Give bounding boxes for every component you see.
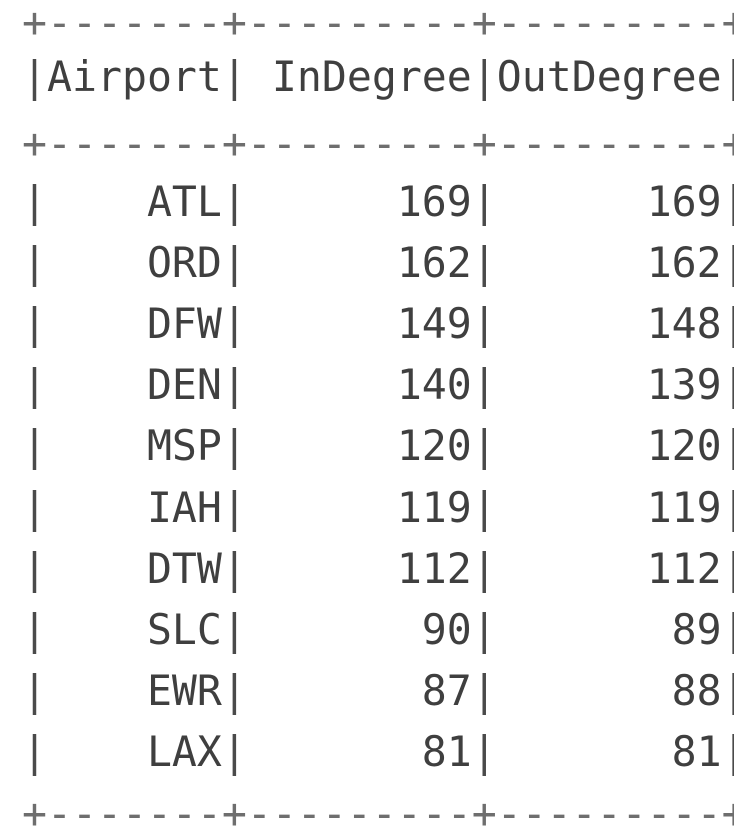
cell-outdegree: 119	[496, 482, 722, 532]
cell-airport: EWR	[47, 665, 222, 715]
table-row: | DTW| 112| 112|	[22, 547, 734, 590]
column-divider: |	[221, 360, 247, 410]
table-row: | SLC| 90| 89|	[22, 608, 734, 651]
column-divider: |	[22, 177, 47, 226]
cell-outdegree: 162	[496, 238, 722, 288]
cell-airport: ORD	[47, 238, 222, 288]
column-divider: |	[722, 483, 734, 532]
column-divider: |	[722, 52, 734, 101]
column-divider: |	[221, 299, 247, 349]
cell-airport: DTW	[47, 543, 222, 593]
column-divider: |	[22, 360, 47, 410]
cell-airport: DEN	[47, 360, 222, 410]
table-header-row: |Airport| InDegree|OutDegree|	[22, 56, 734, 98]
column-divider: |	[471, 52, 497, 101]
table-row: | DEN| 140| 139|	[22, 364, 734, 406]
column-divider: |	[22, 238, 47, 288]
cell-outdegree: 112	[496, 543, 722, 593]
cell-indegree: 169	[246, 177, 472, 226]
column-divider: |	[471, 482, 497, 532]
column-divider: |	[221, 177, 247, 226]
cell-airport: IAH	[47, 482, 222, 532]
cell-outdegree: 89	[496, 604, 722, 654]
column-divider: |	[471, 299, 497, 349]
cell-outdegree: 81	[496, 726, 722, 776]
column-divider: |	[722, 544, 734, 593]
cell-indegree: 119	[246, 482, 472, 532]
cell-indegree: 87	[246, 665, 472, 715]
cell-airport: DFW	[47, 299, 222, 349]
header-cell-indegree: InDegree	[246, 52, 472, 101]
cell-airport: ATL	[47, 177, 222, 226]
cell-indegree: 112	[246, 543, 472, 593]
column-divider: |	[722, 421, 734, 470]
column-divider: |	[471, 543, 497, 593]
column-divider: |	[221, 726, 247, 776]
column-divider: |	[221, 665, 247, 715]
cell-outdegree: 148	[496, 299, 722, 349]
cell-indegree: 162	[246, 238, 472, 288]
column-divider: |	[22, 52, 47, 101]
column-divider: |	[722, 299, 734, 348]
table-row: | ATL| 169| 169|	[22, 181, 734, 223]
cell-indegree: 81	[246, 726, 472, 776]
column-divider: |	[722, 238, 734, 287]
cell-outdegree: 120	[496, 421, 722, 471]
table-row: | EWR| 87| 88|	[22, 670, 734, 712]
column-divider: |	[221, 482, 247, 532]
cell-airport: MSP	[47, 421, 222, 471]
cell-indegree: 140	[246, 360, 472, 410]
table-row: | DFW| 149| 148|	[22, 303, 734, 345]
cell-airport: LAX	[47, 726, 222, 776]
cell-outdegree: 88	[496, 665, 722, 715]
column-divider: |	[471, 726, 497, 776]
column-divider: |	[221, 52, 247, 101]
table-row: | ORD| 162| 162|	[22, 242, 734, 284]
column-divider: |	[221, 238, 247, 288]
column-divider: |	[471, 604, 497, 654]
column-divider: |	[722, 605, 734, 654]
column-divider: |	[471, 360, 497, 410]
column-divider: |	[471, 421, 497, 471]
cell-outdegree: 169	[496, 177, 722, 226]
column-divider: |	[221, 421, 247, 471]
column-divider: |	[22, 726, 47, 776]
column-divider: |	[471, 238, 497, 288]
cell-airport: SLC	[47, 604, 222, 654]
column-divider: |	[722, 666, 734, 715]
column-divider: |	[471, 177, 497, 226]
header-cell-airport: Airport	[47, 52, 222, 101]
column-divider: |	[22, 665, 47, 715]
column-divider: |	[221, 604, 247, 654]
table-border-line: +-------+---------+---------+	[22, 789, 734, 838]
cell-indegree: 149	[246, 299, 472, 349]
table-row: | LAX| 81| 81|	[22, 731, 734, 773]
column-divider: |	[22, 421, 47, 471]
table-border-line: +-------+---------+---------+	[22, 119, 734, 168]
column-divider: |	[221, 543, 247, 593]
column-divider: |	[22, 543, 47, 593]
cell-indegree: 90	[246, 604, 472, 654]
column-divider: |	[722, 727, 734, 776]
header-cell-outdegree: OutDegree	[496, 52, 722, 101]
table-border-line: +-------+---------+---------+	[22, 0, 734, 47]
table-row: | IAH| 119| 119|	[22, 486, 734, 529]
table-row: | MSP| 120| 120|	[22, 425, 734, 467]
column-divider: |	[22, 482, 47, 532]
cell-outdegree: 139	[496, 360, 722, 410]
column-divider: |	[22, 299, 47, 349]
column-divider: |	[22, 604, 47, 654]
column-divider: |	[722, 177, 734, 226]
cell-indegree: 120	[246, 421, 472, 471]
column-divider: |	[471, 665, 497, 715]
column-divider: |	[722, 360, 734, 409]
